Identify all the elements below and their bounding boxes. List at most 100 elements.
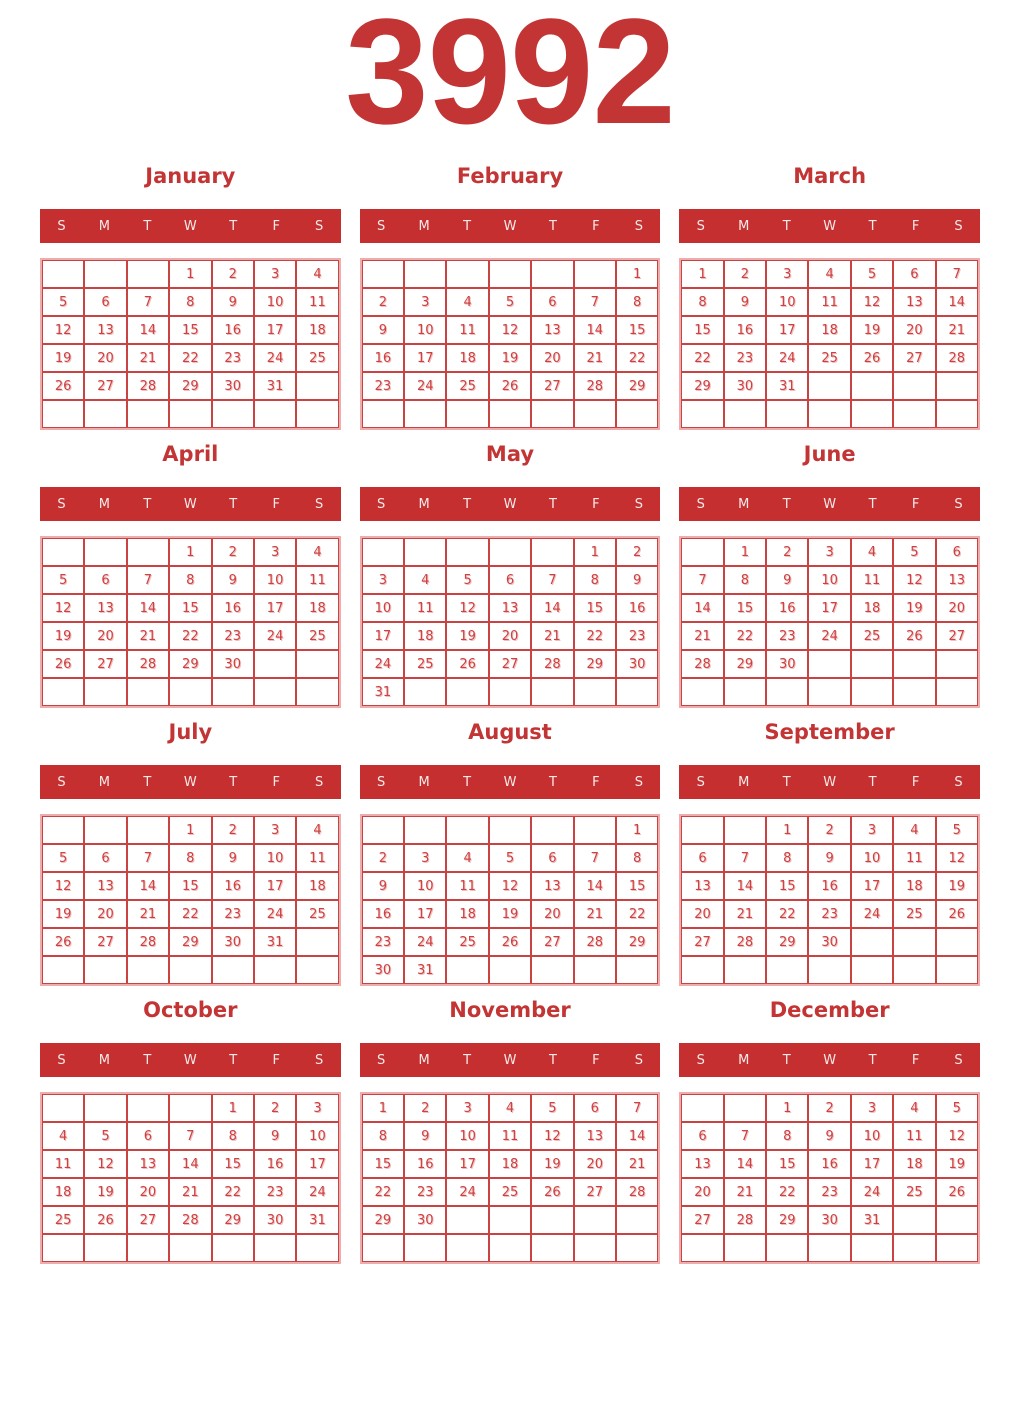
weekday-label: S	[315, 496, 324, 512]
day-cell: 11	[404, 594, 447, 622]
day-grid: 1 2 3 4 5 6 7 8 9 10 11 12 13 14 15 16 17 18 19 20 21 22 23 24 2…	[359, 536, 661, 708]
day-cell: 1	[169, 260, 212, 288]
day-cell: 9	[361, 872, 405, 900]
day-cell: 14	[126, 872, 170, 900]
empty-day-cell	[893, 372, 936, 400]
weekday-label: T	[782, 774, 791, 790]
weekday-label: M	[98, 218, 111, 234]
day-cell: 4	[296, 260, 339, 288]
empty-day-cell	[893, 956, 936, 984]
day-cell: 24	[446, 1178, 489, 1206]
day-cell: 19	[935, 872, 978, 900]
empty-day-cell	[573, 400, 616, 428]
empty-day-cell	[361, 538, 405, 566]
weekday-label: M	[738, 218, 750, 234]
empty-day-cell	[42, 816, 85, 844]
empty-day-cell	[404, 816, 447, 844]
weekday-label: T	[463, 496, 472, 512]
day-cell: 7	[681, 566, 724, 594]
day-cell: 23	[808, 900, 851, 928]
day-grid: 1 2 3 4 5 6 7 8 9 10 11 12 13 14 15 16 17 18 19 20 21 22 23 24 2…	[679, 1092, 980, 1264]
day-cell: 11	[296, 844, 339, 872]
day-cell: 21	[126, 900, 170, 928]
day-cell: 1	[681, 260, 724, 288]
day-cell: 14	[681, 594, 724, 622]
empty-day-cell	[766, 956, 809, 984]
day-cell: 27	[84, 650, 127, 678]
day-cell: 27	[935, 622, 978, 650]
day-cell: 29	[681, 372, 724, 400]
empty-day-cell	[488, 1234, 532, 1262]
empty-day-cell	[531, 538, 574, 566]
weekday-label: S	[57, 1052, 66, 1068]
day-cell: 11	[893, 1122, 936, 1150]
day-cell: 23	[211, 900, 254, 928]
day-cell: 9	[211, 844, 254, 872]
day-cell: 28	[126, 650, 170, 678]
day-cell: 22	[681, 344, 724, 372]
month-name: January	[145, 164, 236, 188]
day-cell: 8	[169, 566, 212, 594]
weekday-label: W	[503, 496, 517, 512]
day-cell: 7	[723, 1122, 767, 1150]
day-cell: 11	[488, 1122, 532, 1150]
day-cell: 29	[169, 372, 212, 400]
day-cell: 22	[766, 1178, 809, 1206]
empty-day-cell	[126, 678, 170, 706]
weekday-label: S	[954, 1052, 963, 1068]
day-cell: 25	[42, 1206, 85, 1234]
month-name: June	[803, 442, 856, 466]
day-cell: 6	[126, 1122, 170, 1150]
weekday-label: T	[143, 218, 152, 234]
weekday-label: F	[592, 1052, 600, 1068]
day-cell: 13	[573, 1122, 616, 1150]
day-cell: 15	[361, 1150, 405, 1178]
day-cell: 16	[615, 594, 659, 622]
empty-day-cell	[850, 1234, 894, 1262]
day-cell: 12	[84, 1150, 127, 1178]
weekday-label: M	[418, 1052, 430, 1068]
empty-day-cell	[681, 1094, 724, 1122]
weekday-label: T	[229, 774, 238, 790]
day-grid: 1 2 3 4 5 6 7 8 9 10 11 12 13 14 15 16 17 18 19 20 21 22 23 24 2…	[359, 1092, 661, 1264]
empty-day-cell	[681, 538, 724, 566]
empty-day-cell	[723, 400, 767, 428]
day-cell: 27	[531, 372, 574, 400]
day-cell: 1	[723, 538, 767, 566]
day-cell: 15	[615, 316, 659, 344]
empty-day-cell	[253, 1234, 297, 1262]
day-cell: 29	[361, 1206, 405, 1234]
day-cell: 4	[893, 1094, 936, 1122]
day-cell: 13	[531, 316, 574, 344]
day-cell: 3	[808, 538, 851, 566]
empty-day-cell	[404, 1234, 447, 1262]
day-cell: 7	[531, 566, 574, 594]
day-cell: 19	[850, 316, 894, 344]
month-name: November	[449, 998, 571, 1022]
day-cell: 30	[615, 650, 659, 678]
weekday-label: T	[143, 496, 152, 512]
day-grid: 1 2 3 4 5 6 7 8 9 10 11 12 13 14 15 16 17 18 19 20 21 22 23 24 2…	[679, 814, 980, 986]
day-cell: 24	[296, 1178, 339, 1206]
day-cell: 20	[84, 900, 127, 928]
day-cell: 5	[42, 288, 85, 316]
day-cell: 24	[404, 372, 447, 400]
empty-day-cell	[361, 1234, 405, 1262]
day-cell: 18	[446, 900, 489, 928]
day-cell: 23	[361, 372, 405, 400]
weekday-label: M	[98, 774, 111, 790]
weekday-label: T	[548, 1052, 557, 1068]
day-cell: 21	[126, 622, 170, 650]
day-cell: 18	[893, 1150, 936, 1178]
weekday-label: T	[782, 1052, 791, 1068]
day-cell: 14	[169, 1150, 212, 1178]
empty-day-cell	[808, 372, 851, 400]
day-grid: 1 2 3 4 5 6 7 8 9 10 11 12 13 14 15 16 17 18 19 20 21 22 23 24 2…	[40, 1092, 341, 1264]
day-cell: 23	[211, 622, 254, 650]
day-cell: 24	[766, 344, 809, 372]
day-cell: 10	[404, 316, 447, 344]
